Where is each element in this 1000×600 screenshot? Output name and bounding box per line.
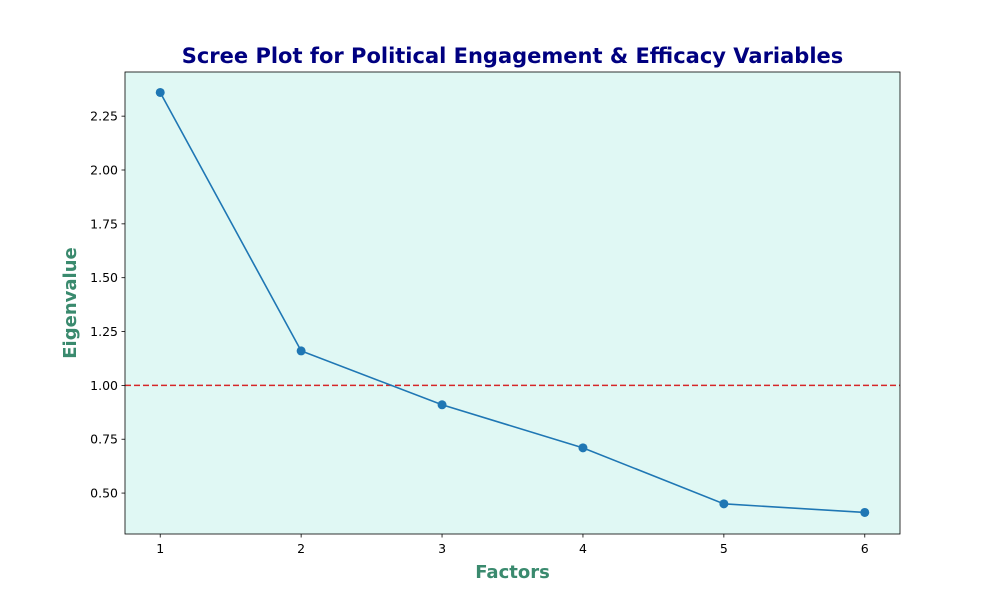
- y-tick-label: 0.50: [90, 486, 118, 501]
- y-tick-label: 0.75: [90, 432, 118, 447]
- y-tick-label: 1.50: [90, 270, 118, 285]
- data-point: [155, 87, 165, 97]
- x-tick-label: 2: [297, 541, 305, 556]
- eigenvalue-markers: [155, 87, 870, 517]
- x-tick-label: 5: [720, 541, 728, 556]
- x-axis-ticks: 1 2 3 4 5 6: [156, 534, 869, 556]
- plot-frame: [124, 71, 901, 535]
- y-axis-label: Eigenvalue: [60, 247, 81, 358]
- y-axis-ticks: 0.50 0.75 1.00 1.25 1.50 1.75 2.00 2.25: [90, 109, 125, 501]
- x-tick-label: 4: [579, 541, 587, 556]
- data-point: [296, 346, 306, 356]
- x-axis-label: Factors: [475, 562, 550, 583]
- x-tick-label: 6: [861, 541, 869, 556]
- plot-area: [125, 72, 900, 534]
- eigenvalue-line: [159, 92, 865, 514]
- y-tick-label: 1.00: [90, 378, 118, 393]
- chart-title: Scree Plot for Political Engagement & Ef…: [182, 44, 844, 68]
- y-tick-label: 1.75: [90, 216, 118, 231]
- data-point: [578, 443, 588, 453]
- x-tick-label: 3: [438, 541, 446, 556]
- data-point: [437, 400, 447, 410]
- y-tick-label: 2.25: [90, 109, 118, 124]
- x-tick-label: 1: [156, 541, 164, 556]
- data-point: [860, 507, 870, 517]
- y-tick-label: 1.25: [90, 324, 118, 339]
- y-tick-label: 2.00: [90, 163, 118, 178]
- data-point: [719, 499, 729, 509]
